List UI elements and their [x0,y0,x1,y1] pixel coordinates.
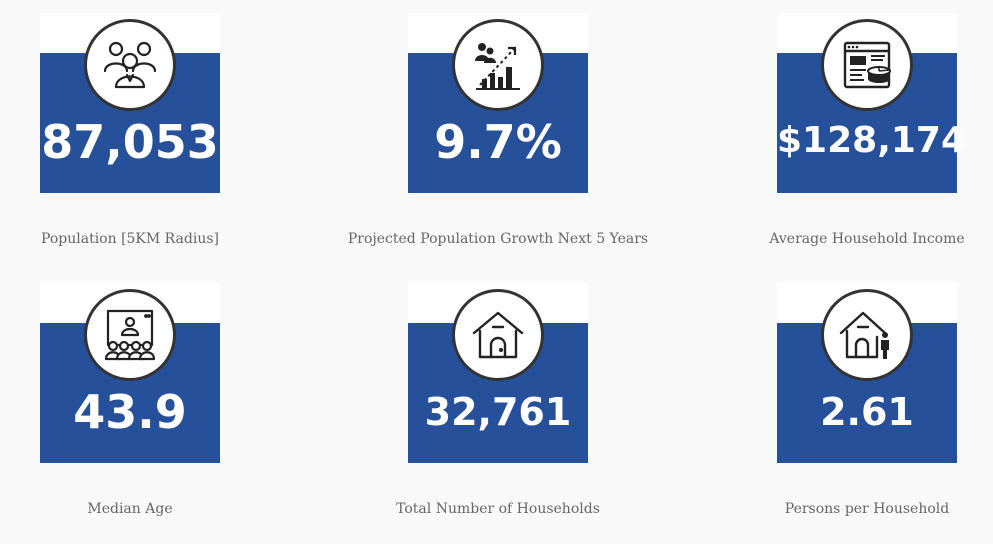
stat-card: 43.9 [40,283,220,463]
stat-card: $128,174 [777,13,967,193]
stat-value: 32,761 [424,390,572,434]
stat-label: Median Age [87,501,173,517]
icon-circle [452,289,544,381]
stat-label: Population [5KM Radius] [40,231,219,247]
house-person-icon [839,311,889,359]
stat-median-age: 43.9 Median Age [40,283,220,517]
stat-persons-per-household: 2.61 Persons per Household [777,283,957,517]
icon-circle [821,289,913,381]
stat-value: $128,174 [777,120,967,161]
icon-circle [452,19,544,111]
stat-card: 87,053 [40,13,220,193]
stat-household-income: $128,174 Average Household Income [769,13,967,247]
stat-card: 32,761 [408,283,588,463]
income-report-icon [843,41,891,89]
stat-population: 87,053 Population [5KM Radius] [40,13,220,247]
stat-value: 43.9 [73,385,187,439]
house-icon [472,311,524,359]
icon-circle [821,19,913,111]
audience-presentation-icon [104,309,156,361]
growth-chart-icon [475,43,520,90]
stat-card: 2.61 [777,283,957,463]
stat-label: Total Number of Households [396,501,600,517]
icon-circle [84,289,176,381]
stat-population-growth: 9.7% Projected Population Growth Next 5 … [348,13,648,247]
stat-card: 9.7% [408,13,588,193]
icon-circle [84,19,176,111]
stat-label: Average Household Income [769,231,965,247]
stat-label: Projected Population Growth Next 5 Years [347,231,649,247]
stat-label: Persons per Household [784,501,950,517]
stat-value: 2.61 [820,390,914,434]
stat-value: 9.7% [434,115,562,169]
stat-value: 87,053 [41,115,219,169]
people-group-icon [103,41,157,89]
stat-total-households: 32,761 Total Number of Households [396,283,600,517]
